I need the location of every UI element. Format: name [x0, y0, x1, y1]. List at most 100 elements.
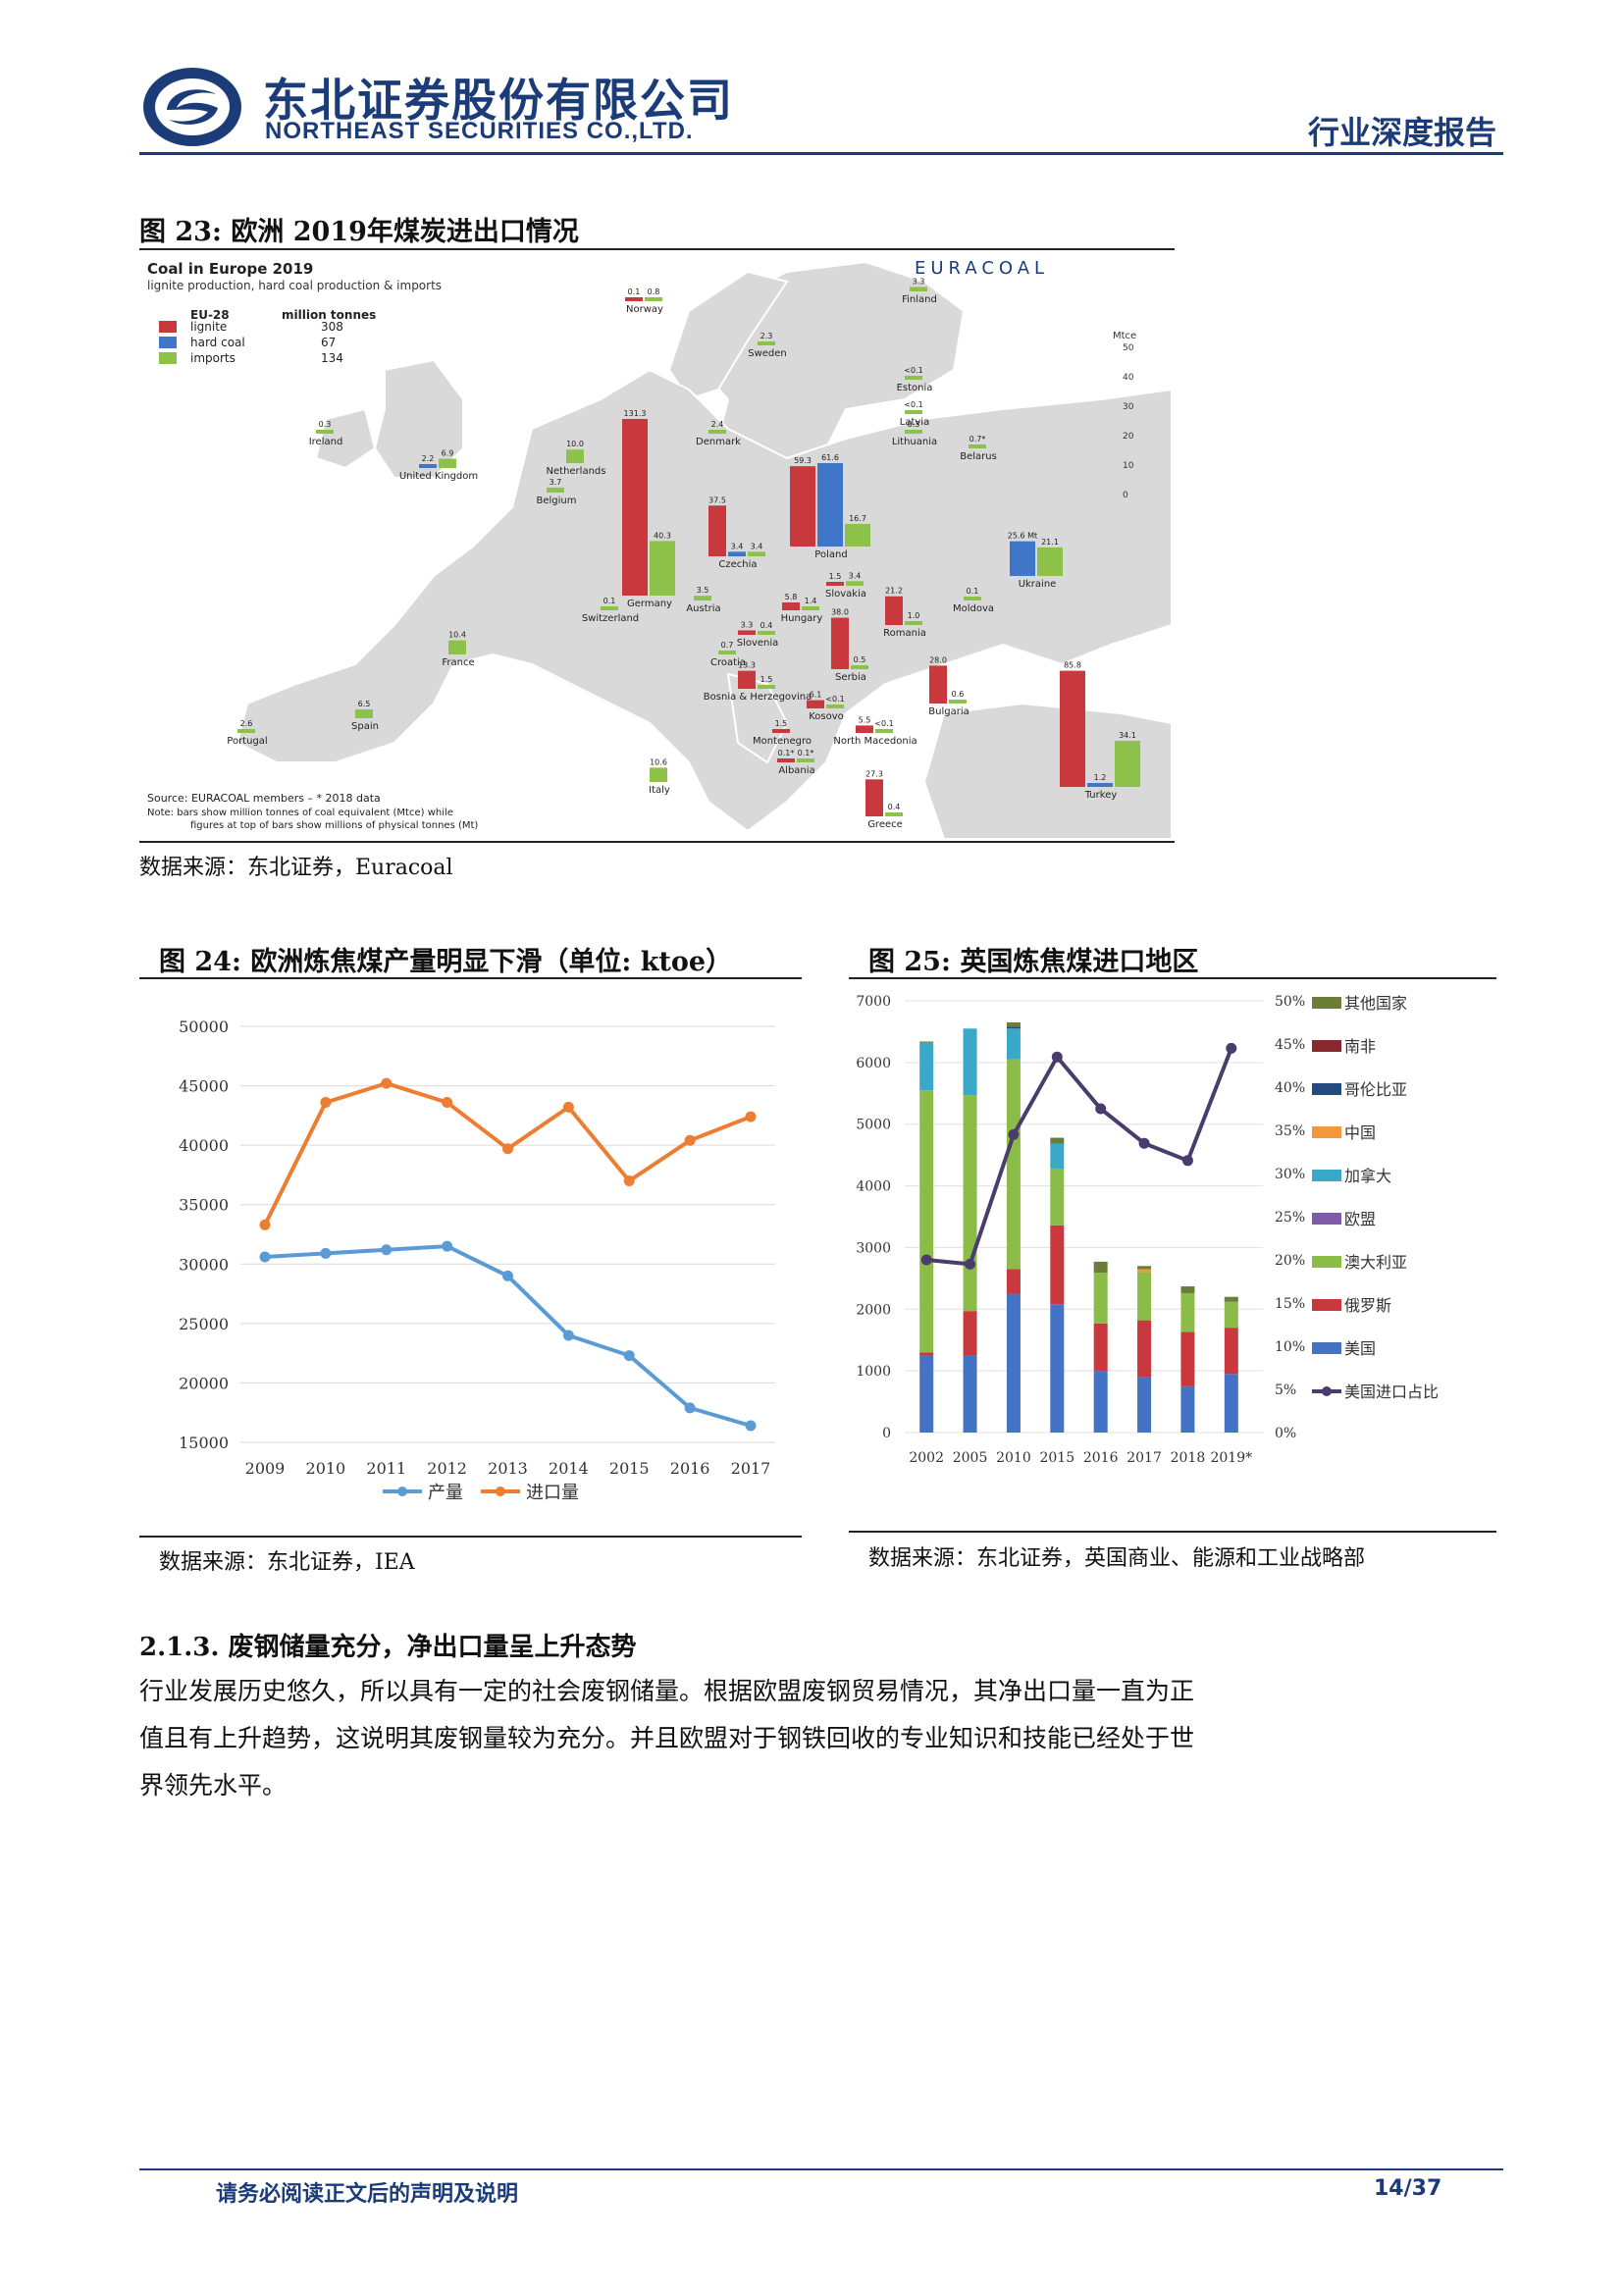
map-bar-label-germany-imports: 40.3 — [654, 531, 671, 540]
c24-point-进口量-2011 — [381, 1077, 393, 1089]
c25-ytick-4000: 4000 — [856, 1179, 891, 1195]
map-scale-tick-20: 20 — [1123, 432, 1134, 442]
map-country-greece: Greece — [867, 819, 903, 830]
map-bar-france-imports — [448, 640, 466, 654]
map-bar-label-norway-imports: 0.8 — [648, 287, 660, 296]
map-bar-italy-imports — [650, 767, 667, 782]
c24-point-进口量-2016 — [684, 1134, 696, 1146]
c25-bar-2005-加拿大 — [963, 1028, 977, 1096]
map-bar-austria-imports — [694, 596, 711, 600]
c24-xtick-2017: 2017 — [731, 1459, 771, 1478]
fig23-title: 图 23: 欧洲 2019年煤炭进出口情况 — [139, 217, 579, 247]
map-bar-slovakia-lignite — [826, 582, 844, 586]
map-bar-bosnia-herzegovina-lignite — [738, 670, 756, 689]
fig25-bottom-rule — [849, 1531, 1496, 1533]
map-country-montenegro: Montenegro — [753, 736, 812, 747]
c25-legend-label-南非: 南非 — [1344, 1037, 1376, 1056]
c25-line-美国进口占比 — [925, 1047, 1233, 1267]
c25-point-2002 — [920, 1254, 932, 1266]
map-country-poland: Poland — [814, 549, 847, 560]
map-bar-ireland-imports — [316, 430, 334, 434]
map-bar-croatia-imports — [718, 651, 736, 654]
c25-bar-2010-哥伦比亚 — [1006, 1026, 1021, 1029]
c25-bar-2010-加拿大 — [1006, 1028, 1021, 1060]
map-bar-kosovo-lignite — [807, 700, 824, 708]
map-bar-finland-imports — [910, 287, 927, 291]
map-bar-label-norway-lignite: 0.1 — [628, 287, 641, 296]
map-country-belarus: Belarus — [960, 451, 997, 462]
map-bar-czechia-lignite — [708, 505, 726, 556]
map-country-north-macedonia: North Macedonia — [833, 736, 917, 747]
map-bar-turkey-imports — [1115, 740, 1140, 787]
map-country-spain: Spain — [351, 721, 379, 732]
fig23-title-rule — [139, 248, 1175, 250]
map-bar-hungary-lignite — [782, 601, 800, 610]
c25-xtick-2002: 2002 — [909, 1450, 944, 1466]
c25-bar-2002-俄罗斯 — [919, 1352, 934, 1356]
map-bar-label-slovakia-imports: 3.4 — [849, 571, 862, 580]
map-bar-netherlands-imports — [566, 449, 584, 463]
map-country-hungary: Hungary — [781, 613, 823, 624]
map-bar-label-ukraine-hard-coal: 25.6 Mt — [1008, 532, 1037, 541]
map-bar-greece-imports — [885, 812, 903, 816]
map-bar-bosnia-herzegovina-imports — [758, 685, 775, 689]
map-bar-spain-imports — [355, 709, 373, 718]
map-country-switzerland: Switzerland — [582, 613, 639, 624]
map-bar-belgium-imports — [547, 487, 564, 493]
footer-divider — [139, 2168, 1503, 2170]
map-bar-label-germany-lignite: 131.3 — [624, 409, 647, 418]
map-bar-serbia-lignite — [831, 617, 849, 669]
c25-y2tick-35: 35% — [1275, 1123, 1305, 1139]
map-bar-label-belgium-imports: 3.7 — [550, 478, 562, 487]
map-subtitle: lignite production, hard coal production… — [147, 279, 442, 292]
c25-legend-swatch-南非 — [1312, 1040, 1341, 1052]
map-bar-label-czechia-imports: 3.4 — [751, 542, 763, 550]
c25-xtick-2017: 2017 — [1126, 1450, 1162, 1466]
c25-ytick-2000: 2000 — [856, 1302, 891, 1318]
c24-point-产量-2009 — [259, 1251, 271, 1263]
c25-bar-2010-美国 — [1006, 1293, 1021, 1433]
map-bar-serbia-imports — [851, 665, 868, 669]
map-bar-label-albania-imports: 0.1* — [798, 749, 814, 757]
c24-point-产量-2012 — [442, 1240, 453, 1252]
c25-legend-marker — [1322, 1386, 1332, 1396]
map-bar-bulgaria-imports — [949, 700, 967, 704]
company-logo-icon — [143, 68, 241, 146]
map-bar-estonia-imports — [905, 376, 922, 380]
c25-bar-2017-澳大利亚 — [1137, 1272, 1152, 1321]
map-legend: lignite 308 hard coal 67 imports 134 — [159, 320, 343, 365]
c24-xtick-2011: 2011 — [366, 1459, 406, 1478]
page-number: 14/37 — [1374, 2176, 1442, 2201]
map-bar-united-kingdom-imports — [439, 458, 456, 468]
company-name-en: NORTHEAST SECURITIES CO.,LTD. — [265, 118, 694, 144]
map-bar-label-poland-hard-coal: 61.6 — [821, 453, 839, 462]
map-bar-label-sweden-imports: 2.3 — [760, 332, 773, 340]
map-bar-germany-lignite — [622, 419, 648, 596]
c25-legend-swatch-欧盟 — [1312, 1213, 1341, 1225]
map-bar-label-albania-lignite: 0.1* — [778, 749, 795, 757]
map-country-turkey: Turkey — [1084, 790, 1118, 801]
map-country-bulgaria: Bulgaria — [928, 706, 969, 717]
map-bar-label-serbia-imports: 0.5 — [854, 655, 866, 664]
c24-xtick-2012: 2012 — [427, 1459, 467, 1478]
map-country-portugal: Portugal — [227, 736, 267, 747]
map-bar-slovenia-imports — [758, 631, 775, 635]
map-bar-label-croatia-imports: 0.7 — [721, 641, 734, 650]
section-body: 行业发展历史悠久，所以具有一定的社会废钢储量。根据欧盟废钢贸易情况，其净出口量一… — [139, 1677, 1195, 1800]
c25-point-2019 — [1226, 1042, 1237, 1054]
c25-legend-label-中国: 中国 — [1344, 1123, 1376, 1142]
c25-bar-2016-俄罗斯 — [1093, 1323, 1108, 1372]
c24-point-产量-2014 — [562, 1330, 574, 1341]
c25-legend-swatch-美国 — [1312, 1342, 1341, 1354]
map-bar-label-turkey-hard-coal: 1.2 — [1094, 773, 1107, 782]
map-bar-poland-imports — [845, 523, 870, 547]
map-bar-label-poland-imports: 16.7 — [849, 514, 866, 523]
c25-bar-2002-澳大利亚 — [919, 1090, 934, 1353]
map-bar-label-ireland-imports: 0.3 — [319, 420, 332, 429]
c24-point-进口量-2009 — [259, 1219, 271, 1230]
c24-ytick-30000: 30000 — [179, 1255, 229, 1274]
header-divider — [139, 152, 1503, 155]
map-bar-label-hungary-imports: 1.4 — [805, 597, 817, 605]
c25-y2tick-40: 40% — [1275, 1080, 1305, 1096]
c24-xtick-2013: 2013 — [488, 1459, 528, 1478]
